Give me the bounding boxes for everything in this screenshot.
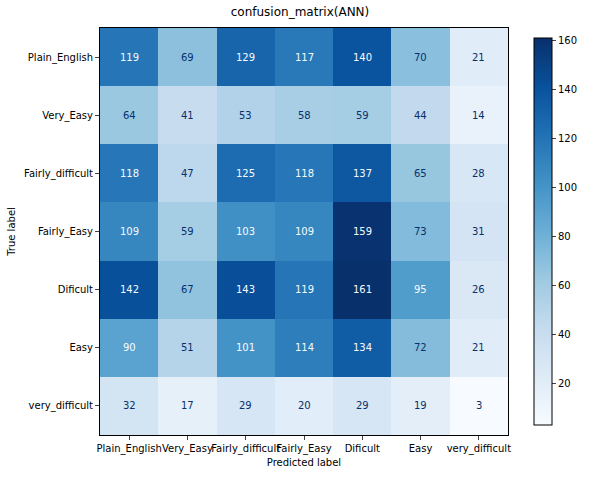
svg-text:Predicted label: Predicted label	[267, 457, 341, 468]
svg-text:Plain_English: Plain_English	[28, 52, 93, 64]
svg-text:41: 41	[181, 110, 194, 121]
svg-text:20: 20	[558, 378, 571, 389]
svg-text:118: 118	[120, 168, 139, 179]
svg-text:Fairly_Easy: Fairly_Easy	[276, 443, 331, 455]
svg-text:17: 17	[181, 400, 194, 411]
svg-text:143: 143	[236, 284, 255, 295]
svg-text:117: 117	[295, 52, 314, 63]
svg-text:60: 60	[558, 280, 571, 291]
svg-text:103: 103	[236, 226, 255, 237]
svg-text:32: 32	[123, 400, 136, 411]
svg-text:72: 72	[414, 342, 427, 353]
svg-text:114: 114	[295, 342, 314, 353]
svg-text:118: 118	[295, 168, 314, 179]
svg-text:137: 137	[353, 168, 372, 179]
svg-text:Plain_English: Plain_English	[97, 443, 162, 455]
svg-text:Very_Easy: Very_Easy	[42, 110, 93, 122]
svg-text:44: 44	[414, 110, 427, 121]
svg-text:Fairly_difficult: Fairly_difficult	[211, 443, 280, 455]
svg-text:Dificult: Dificult	[345, 443, 380, 454]
svg-text:134: 134	[353, 342, 372, 353]
svg-text:28: 28	[472, 168, 485, 179]
svg-text:very_difficult: very_difficult	[447, 443, 512, 455]
svg-text:90: 90	[123, 342, 136, 353]
svg-text:29: 29	[356, 400, 369, 411]
svg-text:109: 109	[120, 226, 139, 237]
svg-text:47: 47	[181, 168, 194, 179]
svg-text:59: 59	[181, 226, 194, 237]
svg-text:67: 67	[181, 284, 194, 295]
svg-text:29: 29	[239, 400, 252, 411]
svg-text:140: 140	[558, 84, 577, 95]
svg-text:True label: True label	[6, 207, 17, 257]
svg-text:19: 19	[414, 400, 427, 411]
svg-text:Dificult: Dificult	[58, 284, 93, 295]
svg-text:80: 80	[558, 231, 571, 242]
svg-text:159: 159	[353, 226, 372, 237]
svg-text:21: 21	[472, 342, 485, 353]
svg-text:101: 101	[236, 342, 255, 353]
svg-text:40: 40	[558, 329, 571, 340]
svg-text:125: 125	[236, 168, 255, 179]
svg-text:Easy: Easy	[69, 342, 93, 353]
svg-text:26: 26	[472, 284, 485, 295]
svg-text:142: 142	[120, 284, 139, 295]
svg-text:20: 20	[298, 400, 311, 411]
svg-text:119: 119	[120, 52, 139, 63]
svg-text:Fairly_Easy: Fairly_Easy	[38, 226, 93, 238]
svg-text:51: 51	[181, 342, 194, 353]
svg-text:64: 64	[123, 110, 136, 121]
svg-text:120: 120	[558, 133, 577, 144]
svg-text:161: 161	[353, 284, 372, 295]
svg-text:65: 65	[414, 168, 427, 179]
svg-text:129: 129	[236, 52, 255, 63]
svg-text:160: 160	[558, 35, 577, 46]
svg-text:73: 73	[414, 226, 427, 237]
svg-text:confusion_matrix(ANN): confusion_matrix(ANN)	[231, 5, 370, 19]
svg-text:69: 69	[181, 52, 194, 63]
svg-text:14: 14	[472, 110, 485, 121]
svg-text:3: 3	[476, 400, 482, 411]
svg-text:21: 21	[472, 52, 485, 63]
svg-text:31: 31	[472, 226, 485, 237]
svg-text:70: 70	[414, 52, 427, 63]
svg-text:58: 58	[298, 110, 311, 121]
svg-text:Easy: Easy	[409, 443, 433, 454]
svg-text:140: 140	[353, 52, 372, 63]
svg-text:119: 119	[295, 284, 314, 295]
svg-text:Very_Easy: Very_Easy	[162, 443, 213, 455]
svg-text:100: 100	[558, 182, 577, 193]
svg-text:109: 109	[295, 226, 314, 237]
svg-text:Fairly_difficult: Fairly_difficult	[24, 168, 93, 180]
svg-text:59: 59	[356, 110, 369, 121]
svg-text:95: 95	[414, 284, 427, 295]
svg-text:very_difficult: very_difficult	[29, 400, 94, 412]
svg-text:53: 53	[239, 110, 252, 121]
